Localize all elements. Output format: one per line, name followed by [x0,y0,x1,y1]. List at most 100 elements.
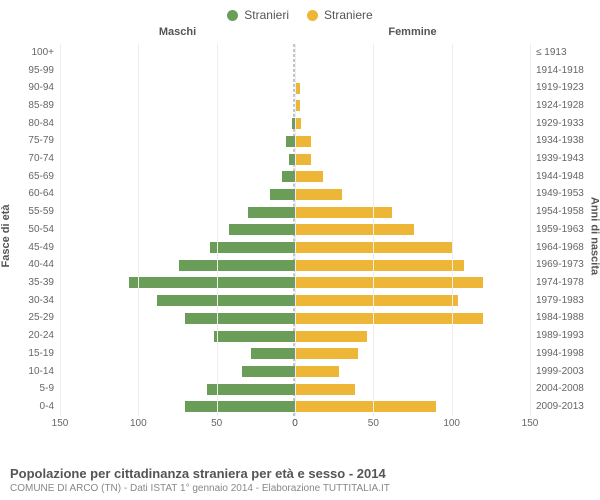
age-label: 60-64 [0,189,58,199]
bar-male [251,348,295,359]
birth-label: 2009-2013 [532,402,600,412]
swatch-female [307,10,318,21]
pyramid-chart: Fasce di età Anni di nascita Maschi Femm… [0,26,600,446]
birth-label: 1924-1928 [532,101,600,111]
birth-label: 1974-1978 [532,278,600,288]
bar-female [295,295,458,306]
age-label: 80-84 [0,119,58,129]
x-tick-label: 150 [52,418,69,429]
x-tick-label: 50 [211,418,222,429]
birth-label: 1959-1963 [532,225,600,235]
bar-male [129,277,295,288]
bar-female [295,384,355,395]
bar-female [295,331,367,342]
bar-female [295,260,464,271]
bar-male [286,136,295,147]
bar-male [270,189,295,200]
gridline [295,44,296,416]
gridline [217,44,218,416]
age-label: 65-69 [0,172,58,182]
legend-male-label: Stranieri [244,8,289,22]
age-label: 25-29 [0,313,58,323]
bar-female [295,313,483,324]
birth-label: 1994-1998 [532,349,600,359]
birth-label: 1939-1943 [532,154,600,164]
footer: Popolazione per cittadinanza straniera p… [10,466,590,494]
birth-label: 2004-2008 [532,384,600,394]
bar-female [295,366,339,377]
age-labels: 100+ 95-99 90-94 85-89 80-84 75-79 70-74 65-69 6… [0,44,58,416]
bar-male [185,401,295,412]
bar-male [207,384,295,395]
age-label: 20-24 [0,331,58,341]
x-axis: 150100500 050100150 [60,418,530,432]
bar-female [295,224,414,235]
legend: Stranieri Straniere [0,0,600,26]
age-label: 10-14 [0,367,58,377]
age-label: 90-94 [0,83,58,93]
age-label: 40-44 [0,260,58,270]
bar-male [214,331,295,342]
swatch-male [227,10,238,21]
age-label: 75-79 [0,136,58,146]
birth-label: 1984-1988 [532,313,600,323]
age-label: 55-59 [0,207,58,217]
bar-female [295,154,311,165]
age-label: 50-54 [0,225,58,235]
x-axis-left: 150100500 [60,418,295,432]
x-tick-label: 100 [443,418,460,429]
plot-area [60,44,530,416]
birth-label: 1969-1973 [532,260,600,270]
bar-male [242,366,295,377]
birth-label: 1929-1933 [532,119,600,129]
birth-label: ≤ 1913 [532,48,600,58]
age-label: 15-19 [0,349,58,359]
age-label: 45-49 [0,243,58,253]
bar-female [295,171,323,182]
x-tick-label: 0 [292,418,298,429]
birth-label: 1999-2003 [532,367,600,377]
birth-label: 1949-1953 [532,189,600,199]
age-label: 70-74 [0,154,58,164]
birth-labels: ≤ 19131914-19181919-19231924-19281929-19… [532,44,600,416]
bars-male [60,44,295,416]
bar-male [179,260,295,271]
bar-female [295,348,358,359]
gridline [138,44,139,416]
bar-female [295,401,436,412]
header-male: Maschi [60,26,295,44]
bar-female [295,207,392,218]
gridline [60,44,61,416]
bar-male [229,224,295,235]
age-label: 5-9 [0,384,58,394]
bar-male [157,295,295,306]
birth-label: 1979-1983 [532,296,600,306]
birth-label: 1989-1993 [532,331,600,341]
gridline [530,44,531,416]
bar-female [295,189,342,200]
age-label: 85-89 [0,101,58,111]
x-tick-label: 150 [522,418,539,429]
bar-female [295,277,483,288]
birth-label: 1964-1968 [532,243,600,253]
bar-male [210,242,295,253]
birth-label: 1944-1948 [532,172,600,182]
legend-female-label: Straniere [324,8,373,22]
column-headers: Maschi Femmine [60,26,530,44]
gridline [373,44,374,416]
chart-subtitle: COMUNE DI ARCO (TN) - Dati ISTAT 1° genn… [10,483,590,494]
legend-male: Stranieri [227,8,289,22]
bar-male [248,207,295,218]
bars-female [295,44,530,416]
x-axis-right: 050100150 [295,418,530,432]
x-tick-label: 50 [368,418,379,429]
birth-label: 1914-1918 [532,66,600,76]
header-female: Femmine [295,26,530,44]
legend-female: Straniere [307,8,373,22]
gridline [452,44,453,416]
birth-label: 1934-1938 [532,136,600,146]
age-label: 95-99 [0,66,58,76]
birth-label: 1954-1958 [532,207,600,217]
age-label: 100+ [0,48,58,58]
age-label: 0-4 [0,402,58,412]
